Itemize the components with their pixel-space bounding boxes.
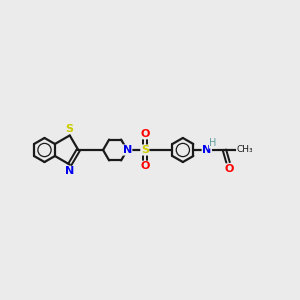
Text: O: O [225,164,234,174]
Text: N: N [122,145,132,155]
Text: H: H [209,138,217,148]
Text: S: S [141,145,149,155]
Text: O: O [140,161,149,171]
Text: N: N [65,167,74,176]
Text: S: S [66,124,74,134]
Text: CH₃: CH₃ [236,146,253,154]
Text: O: O [140,129,149,139]
Text: N: N [202,145,212,155]
